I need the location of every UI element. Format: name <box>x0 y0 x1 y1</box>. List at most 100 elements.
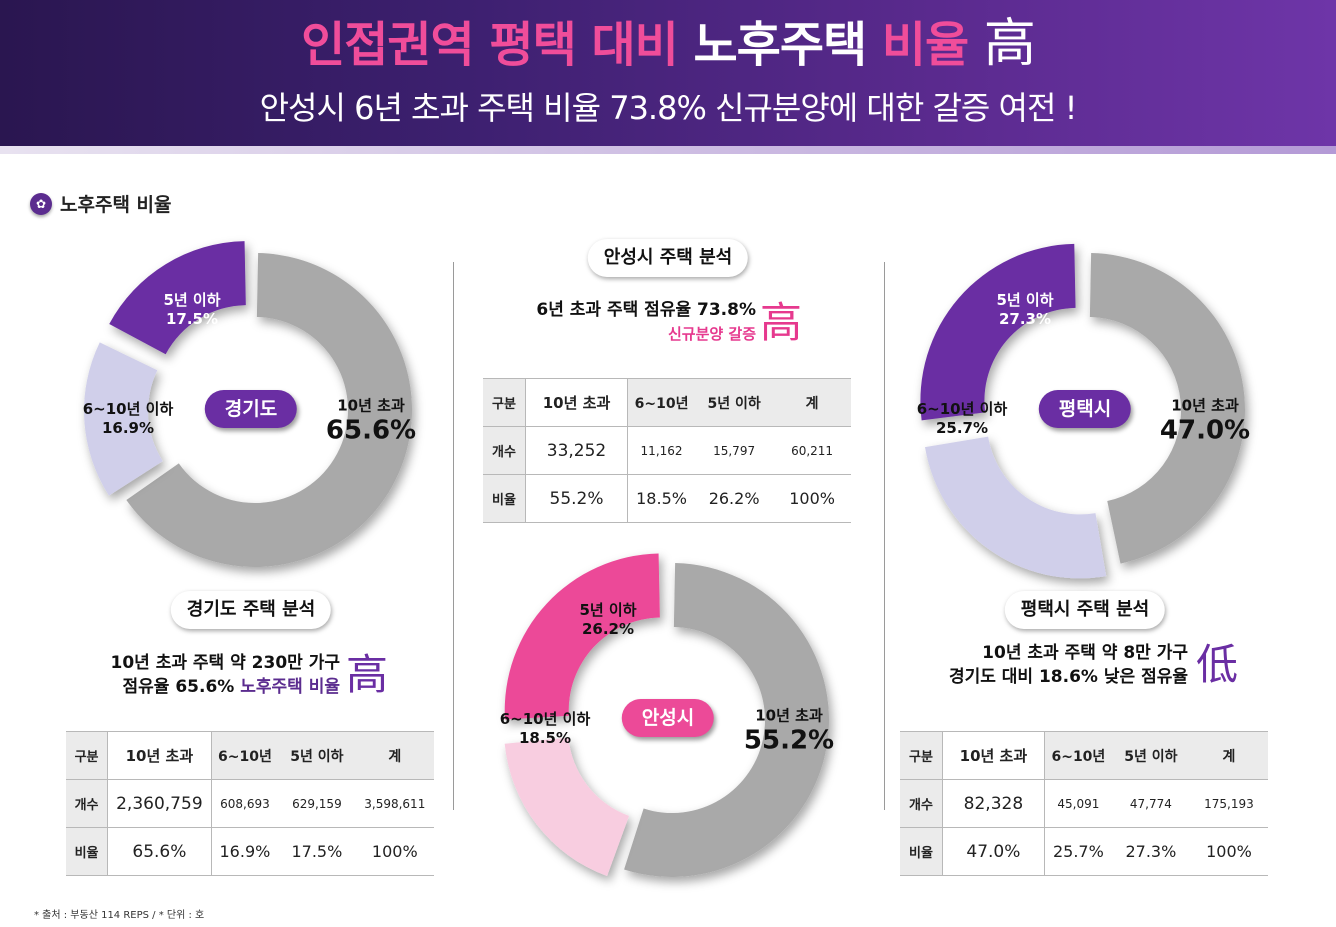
slice-label-gyeonggi-old: 10년 초과 65.6% <box>326 397 416 446</box>
slice-label-anseong-mid: 6~10년 이하 18.5% <box>500 710 591 748</box>
slice-label-pyeongtaek-old: 10년 초과 47.0% <box>1160 397 1250 446</box>
table-cell: 47.0% <box>941 827 1045 876</box>
gyeonggi-slice-6-10y <box>84 342 163 496</box>
section-title: ✿ 노후주택 비율 <box>30 190 172 217</box>
table-header-cell: 6~10년 <box>1044 731 1112 780</box>
slice-label-text: 10년 초과 <box>755 706 823 725</box>
donut-chart-pyeongtaek <box>901 223 1275 601</box>
slice-value: 47.0% <box>1159 415 1251 446</box>
donut-center-label-anseong: 안성시 <box>621 699 715 737</box>
table-cell: 2,360,759 <box>107 779 212 828</box>
banner-hanja: 高 <box>983 14 1036 74</box>
table-cell: 11,162 <box>627 426 696 475</box>
slice-label-text: 5년 이하 <box>579 601 637 619</box>
table-row-header: 비율 <box>66 827 108 876</box>
slice-value: 26.2% <box>581 620 635 638</box>
table-row-header: 개수 <box>483 426 526 475</box>
slice-label-text: 6~10년 이하 <box>916 400 1008 418</box>
slice-value: 55.2% <box>743 725 835 756</box>
gyeonggi-slice-over-10y <box>126 253 412 567</box>
table-row: 비율 47.0% 25.7% 27.3% 100% <box>900 827 1268 876</box>
table-header-cell: 계 <box>1189 731 1268 780</box>
table-cell: 27.3% <box>1111 827 1190 876</box>
note-line: 점유율 65.6% <box>122 677 235 697</box>
column-divider-left <box>453 262 454 810</box>
banner-headline-part3: 비율 <box>881 17 969 73</box>
analysis-title-gyeonggi: 경기도 주택 분석 <box>170 591 332 629</box>
banner-stripe <box>0 146 1336 154</box>
analysis-note-anseong: 6년 초과 주택 점유율 73.8% 신규분양 갈증 <box>536 298 756 346</box>
table-cell: 629,159 <box>278 779 356 828</box>
table-row: 개수 2,360,759 608,693 629,159 3,598,611 <box>66 779 434 828</box>
table-cell: 608,693 <box>211 779 279 828</box>
table-cell: 65.6% <box>107 827 212 876</box>
note-line: 경기도 대비 18.6% 낮은 점유율 <box>948 667 1188 687</box>
table-cell: 15,797 <box>695 426 774 475</box>
table-header-row: 구분 10년 초과 6~10년 5년 이하 계 <box>66 731 434 780</box>
source-note: * 출처 : 부동산 114 REPS / * 단위 : 호 <box>34 910 205 921</box>
table-row: 비율 65.6% 16.9% 17.5% 100% <box>66 827 434 876</box>
slice-label-text: 5년 이하 <box>163 291 221 309</box>
table-header-cell: 5년 이하 <box>695 378 774 427</box>
table-header-row: 구분 10년 초과 6~10년 5년 이하 계 <box>900 731 1268 780</box>
data-table-anseong: 구분 10년 초과 6~10년 5년 이하 계 개수 33,252 11,162… <box>483 378 851 523</box>
slice-value: 25.7% <box>935 419 989 437</box>
table-header-row: 구분 10년 초과 6~10년 5년 이하 계 <box>483 378 851 427</box>
banner-subheadline: 안성시 6년 초과 주택 비율 73.8% 신규분양에 대한 갈증 여전 ! <box>259 89 1078 127</box>
table-row-header: 개수 <box>66 779 108 828</box>
analysis-note-pyeongtaek: 10년 초과 주택 약 8만 가구 경기도 대비 18.6% 낮은 점유율 <box>949 641 1188 689</box>
column-divider-right <box>884 262 885 810</box>
slice-label-text: 10년 초과 <box>337 396 405 415</box>
slice-label-text: 5년 이하 <box>996 291 1054 309</box>
table-cell: 16.9% <box>211 827 279 876</box>
table-cell: 25.7% <box>1044 827 1112 876</box>
anseong-slice-over-10y <box>624 563 829 877</box>
banner-headline: 인접권역 평택 대비 노후주택 비율 高 <box>0 12 1336 77</box>
slice-value: 27.3% <box>998 310 1052 328</box>
slice-label-text: 10년 초과 <box>1171 396 1239 415</box>
table-header-cell: 구분 <box>900 731 943 780</box>
table-header-cell: 계 <box>773 378 851 427</box>
note-line: 6년 초과 주택 점유율 73.8% <box>536 300 756 320</box>
table-cell: 60,211 <box>773 426 851 475</box>
note-accent: 신규분양 갈증 <box>667 325 756 343</box>
table-row: 개수 33,252 11,162 15,797 60,211 <box>483 426 851 475</box>
table-header-cell: 구분 <box>66 731 108 780</box>
table-cell: 175,193 <box>1189 779 1268 828</box>
analysis-title-anseong: 안성시 주택 분석 <box>587 239 749 277</box>
table-header-cell: 구분 <box>483 378 526 427</box>
gyeonggi-slice-under-5y <box>109 241 246 355</box>
table-cell: 47,774 <box>1111 779 1190 828</box>
slice-label-gyeonggi-new: 5년 이하 17.5% <box>163 291 220 329</box>
table-header-cell: 10년 초과 <box>941 731 1045 780</box>
banner-headline-part1: 인접권역 평택 대비 <box>301 17 679 73</box>
banner-headline-part2: 노후주택 <box>693 17 868 73</box>
anseong-slice-6-10y <box>504 737 630 877</box>
analysis-note-gyeonggi: 10년 초과 주택 약 230만 가구 점유율 65.6% 노후주택 비율 <box>111 651 341 699</box>
slice-value: 18.5% <box>518 729 572 747</box>
analysis-title-pyeongtaek: 평택시 주택 분석 <box>1004 591 1166 629</box>
table-cell: 26.2% <box>695 474 774 523</box>
slice-label-pyeongtaek-mid: 6~10년 이하 25.7% <box>917 400 1008 438</box>
analysis-hanja-pyeongtaek: 低 <box>1196 640 1239 689</box>
slice-label-anseong-new: 5년 이하 26.2% <box>579 601 636 639</box>
flower-icon: ✿ <box>30 192 52 215</box>
slice-label-pyeongtaek-new: 5년 이하 27.3% <box>996 291 1053 329</box>
section-title-text: 노후주택 비율 <box>60 194 172 216</box>
slice-label-gyeonggi-mid: 6~10년 이하 16.9% <box>83 400 174 438</box>
note-line: 10년 초과 주택 약 8만 가구 <box>982 643 1188 663</box>
table-cell: 55.2% <box>524 474 629 523</box>
table-row: 비율 55.2% 18.5% 26.2% 100% <box>483 474 851 523</box>
data-table-pyeongtaek: 구분 10년 초과 6~10년 5년 이하 계 개수 82,328 45,091… <box>900 731 1268 876</box>
header-banner: 인접권역 평택 대비 노후주택 비율 高 안성시 6년 초과 주택 비율 73.… <box>0 0 1336 146</box>
note-accent: 노후주택 비율 <box>240 677 340 697</box>
table-cell: 33,252 <box>524 426 629 475</box>
slice-value: 65.6% <box>325 415 417 446</box>
pyeongtaek-slice-over-10y <box>1089 253 1245 564</box>
pyeongtaek-slice-6-10y <box>924 436 1107 579</box>
table-cell: 100% <box>355 827 434 876</box>
table-header-cell: 계 <box>355 731 434 780</box>
slice-value: 16.9% <box>101 419 155 437</box>
table-row-header: 비율 <box>900 827 943 876</box>
donut-chart-anseong <box>485 533 859 911</box>
